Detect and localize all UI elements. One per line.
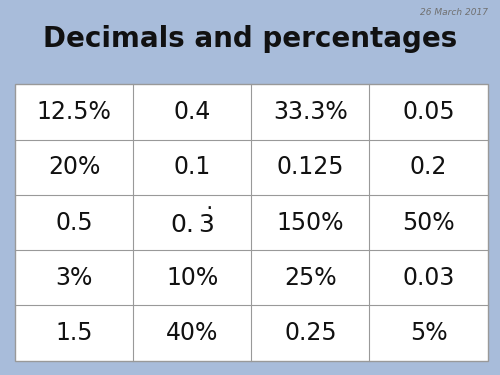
Text: 0.03: 0.03 — [402, 266, 454, 290]
Text: 150%: 150% — [276, 211, 344, 235]
Text: 25%: 25% — [284, 266, 337, 290]
Text: 5%: 5% — [410, 321, 448, 345]
Text: 20%: 20% — [48, 155, 100, 179]
Text: 0.05: 0.05 — [402, 100, 455, 124]
Text: 0.4: 0.4 — [174, 100, 211, 124]
Text: 26 March 2017: 26 March 2017 — [420, 8, 488, 17]
Text: 50%: 50% — [402, 211, 455, 235]
Text: 0.25: 0.25 — [284, 321, 337, 345]
Text: 40%: 40% — [166, 321, 218, 345]
Text: 0.125: 0.125 — [276, 155, 344, 179]
Bar — [15, 84, 488, 361]
Text: Decimals and percentages: Decimals and percentages — [43, 26, 457, 53]
Text: 1.5: 1.5 — [56, 321, 93, 345]
Text: 10%: 10% — [166, 266, 218, 290]
Text: 12.5%: 12.5% — [36, 100, 112, 124]
Text: 33.3%: 33.3% — [273, 100, 347, 124]
Text: 3%: 3% — [56, 266, 93, 290]
Text: $0.\dot{3}$: $0.\dot{3}$ — [170, 208, 214, 237]
Text: 0.2: 0.2 — [410, 155, 447, 179]
Text: 0.5: 0.5 — [55, 211, 93, 235]
Text: 0.1: 0.1 — [174, 155, 211, 179]
